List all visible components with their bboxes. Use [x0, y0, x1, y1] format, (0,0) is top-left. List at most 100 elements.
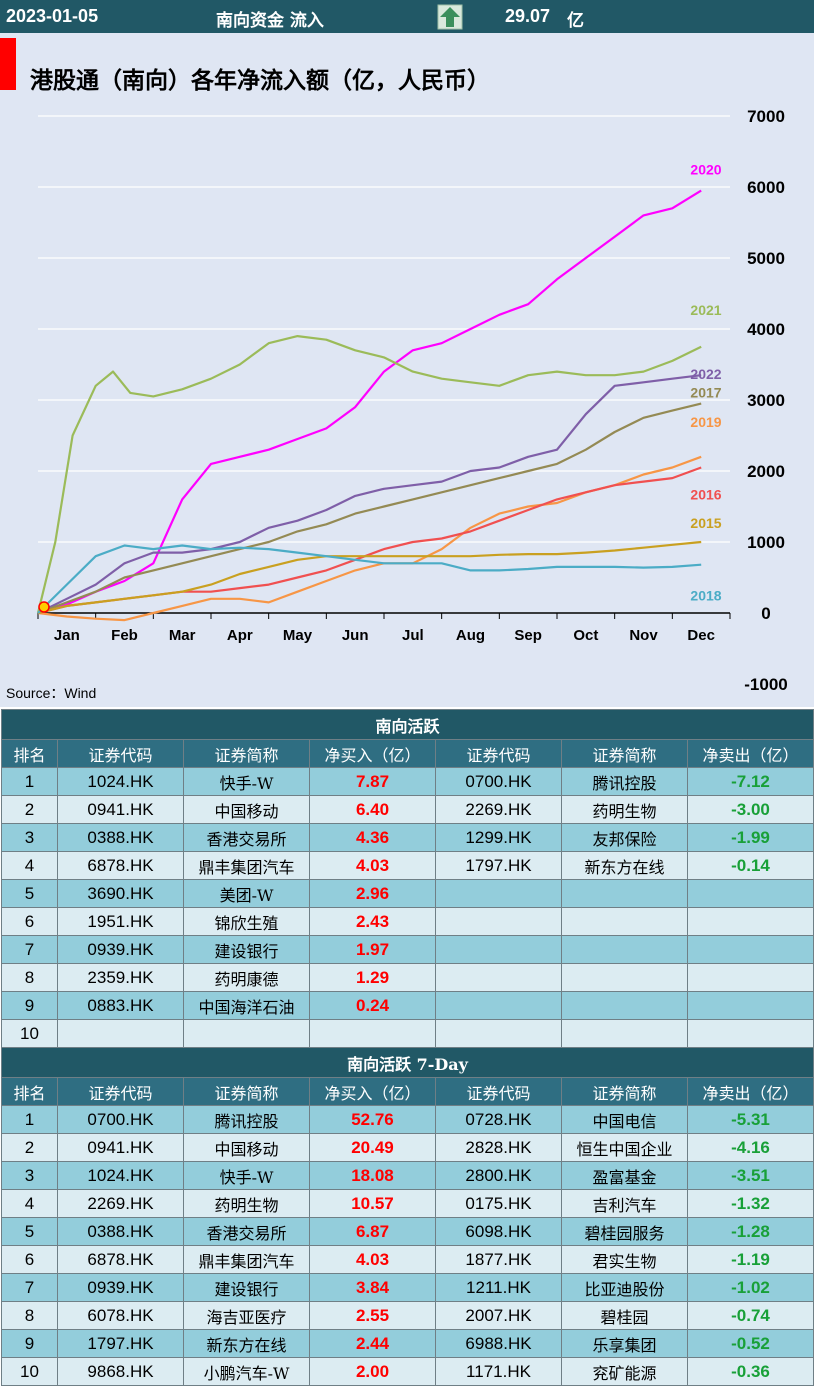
table-cell: -1.32: [686, 1189, 814, 1218]
table-cell: 2: [1, 1133, 58, 1162]
table-cell: 2.44: [309, 1329, 436, 1358]
table-cell: 建设银行: [183, 935, 310, 964]
table-cell: 1877.HK: [435, 1245, 562, 1274]
table-cell: 1: [1, 1105, 58, 1134]
table-cell: 1: [1, 767, 58, 796]
table-cell: 6: [1, 907, 58, 936]
series-line-2016: [37, 466, 702, 615]
table-cell: 中国海洋石油: [183, 991, 310, 1020]
y-tick-label: 6000: [747, 178, 785, 197]
series-label-2022: 2022: [690, 366, 721, 382]
series-label-2021: 2021: [690, 302, 721, 318]
x-tick-label: Nov: [629, 627, 658, 644]
table-cell: 9: [1, 991, 58, 1020]
table-cell: 鼎丰集团汽车: [183, 1245, 310, 1274]
table-row: 9 1797.HK 新东方在线 2.44 6988.HK 乐享集团 -0.52: [1, 1329, 814, 1358]
table-row: 5 3690.HK 美团-W 2.96: [1, 879, 814, 908]
table-cell: 2359.HK: [57, 963, 184, 992]
table-cell: [686, 1019, 814, 1048]
table-row: 4 6878.HK 鼎丰集团汽车 4.03 1797.HK 新东方在线 -0.14: [1, 851, 814, 880]
table-cell: 香港交易所: [183, 823, 310, 852]
column-header: 净卖出（亿）: [686, 739, 814, 768]
title-accent-bar: [0, 38, 16, 90]
table-cell: 乐享集团: [561, 1329, 688, 1358]
table-row: 9 0883.HK 中国海洋石油 0.24: [1, 991, 814, 1020]
table-cell: 2828.HK: [435, 1133, 562, 1162]
table-cell: 1299.HK: [435, 823, 562, 852]
column-header: 证券代码: [435, 1077, 562, 1106]
table-cell: 7.87: [309, 767, 436, 796]
active-table: 南向活跃 排名 证券代码 证券简称 净买入（亿） 证券代码 证券简称 净卖出（亿） 1 1024…: [0, 709, 814, 1048]
table-row: 1 0700.HK 腾讯控股 52.76 0728.HK 中国电信 -5.31: [1, 1105, 814, 1134]
header-bar: 2023-01-05 南向资金 流入 29.07 亿: [0, 0, 814, 33]
y-tick-label: 3000: [747, 391, 785, 410]
table-row: 7 0939.HK 建设银行 1.97: [1, 935, 814, 964]
series-label-2019: 2019: [690, 414, 721, 430]
table-cell: 0939.HK: [57, 1273, 184, 1302]
table-cell: 3.84: [309, 1273, 436, 1302]
up-arrow-icon: [437, 4, 463, 30]
table-row: 7 0939.HK 建设银行 3.84 1211.HK 比亚迪股份 -1.02: [1, 1273, 814, 1302]
table-row: 5 0388.HK 香港交易所 6.87 6098.HK 碧桂园服务 -1.28: [1, 1217, 814, 1246]
column-header: 排名: [1, 1077, 58, 1106]
table-cell: 腾讯控股: [183, 1105, 310, 1134]
y-tick-label: 7000: [747, 107, 785, 126]
table-title: 南向活跃 7-Day: [0, 1047, 814, 1078]
table-cell: 4.03: [309, 851, 436, 880]
flow-unit: 亿: [567, 11, 584, 31]
table-cell: -0.74: [686, 1301, 814, 1330]
table-cell: 1024.HK: [57, 767, 184, 796]
table-cell: 0941.HK: [57, 1133, 184, 1162]
table-cell: 2800.HK: [435, 1161, 562, 1190]
table-cell: [435, 991, 562, 1020]
series-label-2016: 2016: [690, 486, 721, 502]
table-cell: 7: [1, 1273, 58, 1302]
x-tick-label: Sep: [514, 627, 542, 644]
table-cell: [686, 879, 814, 908]
table-cell: 1951.HK: [57, 907, 184, 936]
table-cell: 0.24: [309, 991, 436, 1020]
table-cell: 6878.HK: [57, 1245, 184, 1274]
series-label-2015: 2015: [690, 515, 721, 531]
chart-title: 港股通（南向）各年净流入额（亿，人民币）: [30, 67, 490, 94]
table-cell: -5.31: [686, 1105, 814, 1134]
x-tick-label: Jan: [54, 627, 80, 644]
table-cell: 3: [1, 1161, 58, 1190]
table-cell: 0700.HK: [57, 1105, 184, 1134]
table-cell: 2007.HK: [435, 1301, 562, 1330]
table-cell: [435, 879, 562, 908]
table-cell: 中国电信: [561, 1105, 688, 1134]
table-cell: 10: [1, 1357, 58, 1386]
table-cell: -0.52: [686, 1329, 814, 1358]
x-tick-label: Feb: [111, 627, 138, 644]
table-cell: 0175.HK: [435, 1189, 562, 1218]
x-tick-label: Jun: [342, 627, 369, 644]
table-cell: -1.02: [686, 1273, 814, 1302]
flow-label: 南向资金 流入: [216, 11, 324, 31]
column-header: 证券代码: [57, 1077, 184, 1106]
table-cell: [561, 907, 688, 936]
table-cell: 小鹏汽车-W: [183, 1357, 310, 1386]
series-line-2021: [36, 335, 702, 614]
table-cell: 0939.HK: [57, 935, 184, 964]
table-cell: 友邦保险: [561, 823, 688, 852]
y-tick-label: 2000: [747, 462, 785, 481]
table-row: 1 1024.HK 快手-W 7.87 0700.HK 腾讯控股 -7.12: [1, 767, 814, 796]
series-line-2018: [37, 544, 702, 614]
series-line-2022: [37, 374, 702, 614]
table-cell: -1.28: [686, 1217, 814, 1246]
table-cell: 0388.HK: [57, 1217, 184, 1246]
table-cell: 君实生物: [561, 1245, 688, 1274]
table-cell: 3: [1, 823, 58, 852]
table-row: 6 1951.HK 锦欣生殖 2.43: [1, 907, 814, 936]
table-cell: 香港交易所: [183, 1217, 310, 1246]
x-tick-label: Jul: [402, 627, 424, 644]
table-cell: 比亚迪股份: [561, 1273, 688, 1302]
table-cell: 3690.HK: [57, 879, 184, 908]
table-cell: 0883.HK: [57, 991, 184, 1020]
table-cell: 6.40: [309, 795, 436, 824]
table-cell: 药明生物: [561, 795, 688, 824]
table-cell: 10.57: [309, 1189, 436, 1218]
column-header: 证券简称: [561, 739, 688, 768]
column-header: 证券代码: [435, 739, 562, 768]
